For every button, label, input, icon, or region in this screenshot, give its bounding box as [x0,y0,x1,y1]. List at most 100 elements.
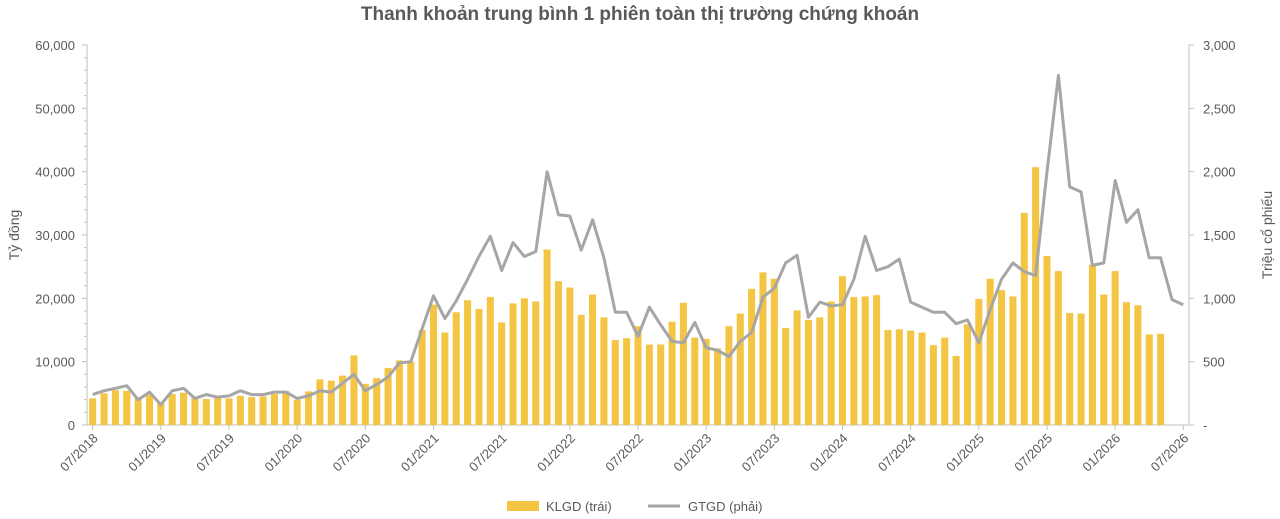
bar-klgd [498,322,506,425]
x-tick-label: 01/2019 [125,431,169,475]
bar-klgd [725,326,733,425]
bar-klgd [293,399,301,425]
bar-klgd [782,328,790,425]
bar-klgd [702,338,710,425]
bar-klgd [873,295,881,425]
bar-klgd [520,298,528,425]
x-tick-label: 01/2021 [398,431,442,475]
bar-klgd [475,309,483,425]
bar-klgd [657,344,665,425]
x-tick-label: 01/2022 [534,431,578,475]
y-tick-label-right: 1,000 [1203,291,1236,306]
bar-klgd [1009,296,1017,425]
chart-title: Thanh khoản trung bình 1 phiên toàn thị … [360,4,920,25]
x-tick-label: 07/2019 [193,431,237,475]
bar-klgd [600,317,608,425]
bar-klgd [452,312,460,425]
bar-klgd [577,314,585,425]
x-tick-label: 01/2025 [943,431,987,475]
y-axis-title-right: Triệu cổ phiếu [1259,191,1275,279]
bar-klgd [941,337,949,425]
bar-klgd [395,360,403,425]
bar-klgd [884,330,892,425]
bar-klgd [145,394,154,425]
bar-klgd [1100,294,1108,425]
bar-klgd [1134,305,1142,425]
bar-klgd [202,399,210,425]
legend-label-gtgd: GTGD (phải) [688,499,762,514]
bar-klgd [566,287,574,425]
bar-klgd [895,329,903,425]
y-tick-label-right: - [1203,418,1207,433]
bar-klgd [316,379,324,425]
bar-klgd [441,332,449,425]
bar-klgd [645,344,653,425]
bar-klgd [225,398,233,425]
bar-klgd [929,345,937,425]
x-tick-label: 01/2026 [1079,431,1123,475]
y-tick-label-right: 1,500 [1203,228,1236,243]
bar-klgd [191,396,199,425]
bar-klgd [111,390,119,425]
bar-klgd [611,340,619,425]
x-tick-label: 01/2023 [670,431,714,475]
y-tick-label-right: 2,500 [1203,101,1236,116]
bar-klgd [748,288,756,425]
x-tick-label: 07/2020 [330,431,374,475]
y-tick-label-left: 10,000 [35,355,75,370]
bar-klgd [327,380,335,425]
bar-klgd [918,332,926,425]
bar-klgd [134,397,142,425]
bar-klgd [361,383,369,425]
bar-klgd [668,321,676,425]
legend-label-klgd: KLGD (trái) [546,499,612,514]
bar-klgd [770,278,778,425]
bar-klgd [1032,167,1040,425]
x-tick-label: 07/2025 [1011,431,1055,475]
bar-klgd [259,396,267,425]
x-tick-label: 07/2026 [1148,431,1192,475]
bar-klgd [1111,271,1119,425]
bar-klgd [350,355,358,425]
x-tick-label: 07/2018 [57,431,101,475]
bar-klgd [963,324,971,425]
bar-klgd [736,313,744,425]
bar-klgd [1020,212,1028,425]
bar-klgd [816,317,824,425]
bar-klgd [634,326,642,425]
y-tick-label-left: 60,000 [35,38,75,53]
bar-klgd [589,294,597,425]
bar-klgd [1122,302,1131,425]
bar-klgd [180,392,188,425]
y-tick-label-left: 50,000 [35,101,75,116]
bar-klgd [384,368,392,425]
bar-klgd [305,391,313,425]
bar-klgd [998,290,1006,425]
bar-klgd [975,298,983,425]
bar-klgd [1054,271,1062,425]
bar-klgd [236,395,244,425]
y-tick-label-left: 30,000 [35,228,75,243]
bar-klgd [1077,313,1085,425]
bar-klgd [1088,264,1096,425]
bar-klgd [850,297,858,425]
bar-klgd [407,361,415,425]
legend-swatch-klgd [507,501,539,511]
bar-klgd [838,276,847,425]
bar-klgd [827,301,835,425]
x-tick-label: 07/2022 [602,431,646,475]
y-axis-title-left: Tỷ đồng [6,210,22,261]
bar-klgd [543,249,551,425]
bar-klgd [214,397,222,425]
bar-klgd [986,278,994,425]
bar-klgd [509,303,517,425]
bar-klgd [1157,333,1165,425]
bar-klgd [1066,312,1074,425]
y-tick-label-right: 500 [1203,355,1225,370]
bar-klgd [952,355,960,425]
bar-klgd [464,300,472,425]
y-tick-label-right: 3,000 [1203,38,1236,53]
bar-klgd [691,337,699,425]
